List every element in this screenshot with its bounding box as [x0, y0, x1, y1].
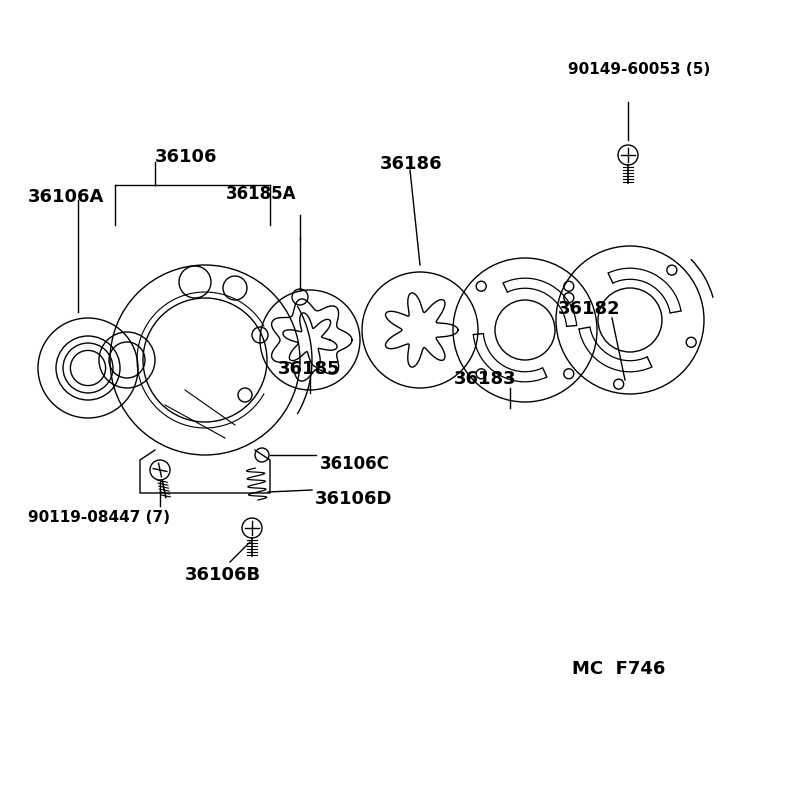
Circle shape: [242, 518, 262, 538]
Text: 36185A: 36185A: [226, 185, 297, 203]
Text: MC  F746: MC F746: [572, 660, 666, 678]
Text: 90119-08447 (7): 90119-08447 (7): [28, 510, 170, 525]
Text: 36182: 36182: [558, 300, 621, 318]
Circle shape: [255, 448, 269, 462]
Text: 36106A: 36106A: [28, 188, 104, 206]
Circle shape: [618, 145, 638, 165]
Text: 36183: 36183: [454, 370, 517, 388]
Text: 36186: 36186: [380, 155, 442, 173]
Circle shape: [150, 460, 170, 480]
Text: 36106B: 36106B: [185, 566, 261, 584]
Text: 36106C: 36106C: [320, 455, 390, 473]
Text: 90149-60053 (5): 90149-60053 (5): [568, 62, 710, 77]
Circle shape: [292, 289, 308, 305]
Text: 36106: 36106: [155, 148, 218, 166]
Text: 36185: 36185: [278, 360, 341, 378]
Text: 36106D: 36106D: [315, 490, 393, 508]
